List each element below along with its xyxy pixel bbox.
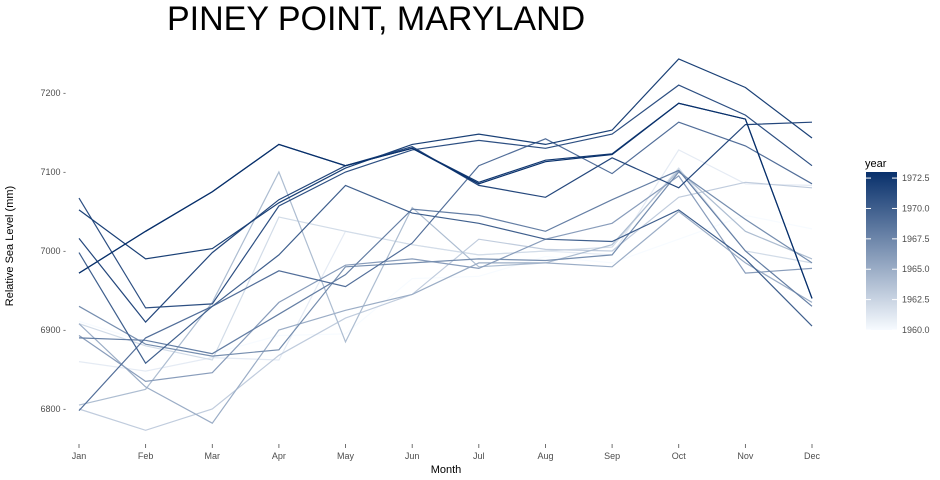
series-lines (78, 58, 813, 431)
y-tick-label: 6900 - (40, 325, 66, 335)
x-tick-label: Oct (672, 451, 687, 461)
x-tick-label: May (337, 451, 355, 461)
series-line-14 (78, 102, 813, 299)
legend-title: year (865, 158, 887, 170)
series-line-2 (78, 167, 813, 361)
legend-tick-label: 1960.0 (902, 325, 930, 335)
legend-tick-label: 1970.0 (902, 203, 930, 213)
y-tick-label: 6800 - (40, 404, 66, 414)
legend-colorbar (866, 172, 897, 330)
series-line-7 (78, 171, 813, 357)
x-axis: Jan Feb Mar Apr May Jun Jul Aug Sep Oct Nov Dec (72, 444, 821, 461)
series-line-11 (78, 84, 813, 309)
series-line-3 (78, 181, 813, 431)
x-tick-label: Dec (804, 451, 821, 461)
y-axis-title: Relative Sea Level (mm) (4, 186, 16, 306)
legend-tick-label: 1962.5 (902, 295, 930, 305)
y-axis: 6800 - 6900 - 7000 - 7100 - 7200 - (40, 88, 66, 414)
series-line-13 (78, 58, 813, 260)
series-line-8 (78, 169, 813, 355)
legend: year 1960.0 1962.5 1965.0 1967.5 1970.0 1972.… (865, 158, 930, 335)
series-line-12 (78, 121, 813, 324)
x-tick-label: Aug (537, 451, 553, 461)
series-line-6 (78, 175, 813, 383)
series-line-5 (78, 210, 813, 424)
x-tick-label: Mar (205, 451, 221, 461)
x-tick-label: Sep (604, 451, 620, 461)
y-tick-label: 7000 - (40, 246, 66, 256)
x-tick-label: Nov (737, 451, 754, 461)
chart-title: PINEY POINT, MARYLAND (167, 0, 585, 38)
series-line-9 (78, 121, 813, 412)
x-tick-label: Jul (473, 451, 485, 461)
legend-tick-label: 1972.5 (902, 173, 930, 183)
series-line-15 (78, 102, 813, 299)
y-tick-label: 7100 - (40, 167, 66, 177)
x-tick-label: Apr (272, 451, 286, 461)
x-axis-title: Month (431, 464, 462, 476)
legend-tick-label: 1967.5 (902, 234, 930, 244)
legend-tick-label: 1965.0 (902, 264, 930, 274)
x-tick-label: Jun (405, 451, 420, 461)
y-tick-label: 7200 - (40, 88, 66, 98)
x-tick-label: Feb (138, 451, 154, 461)
series-line-10 (78, 184, 813, 365)
x-tick-label: Jan (72, 451, 87, 461)
